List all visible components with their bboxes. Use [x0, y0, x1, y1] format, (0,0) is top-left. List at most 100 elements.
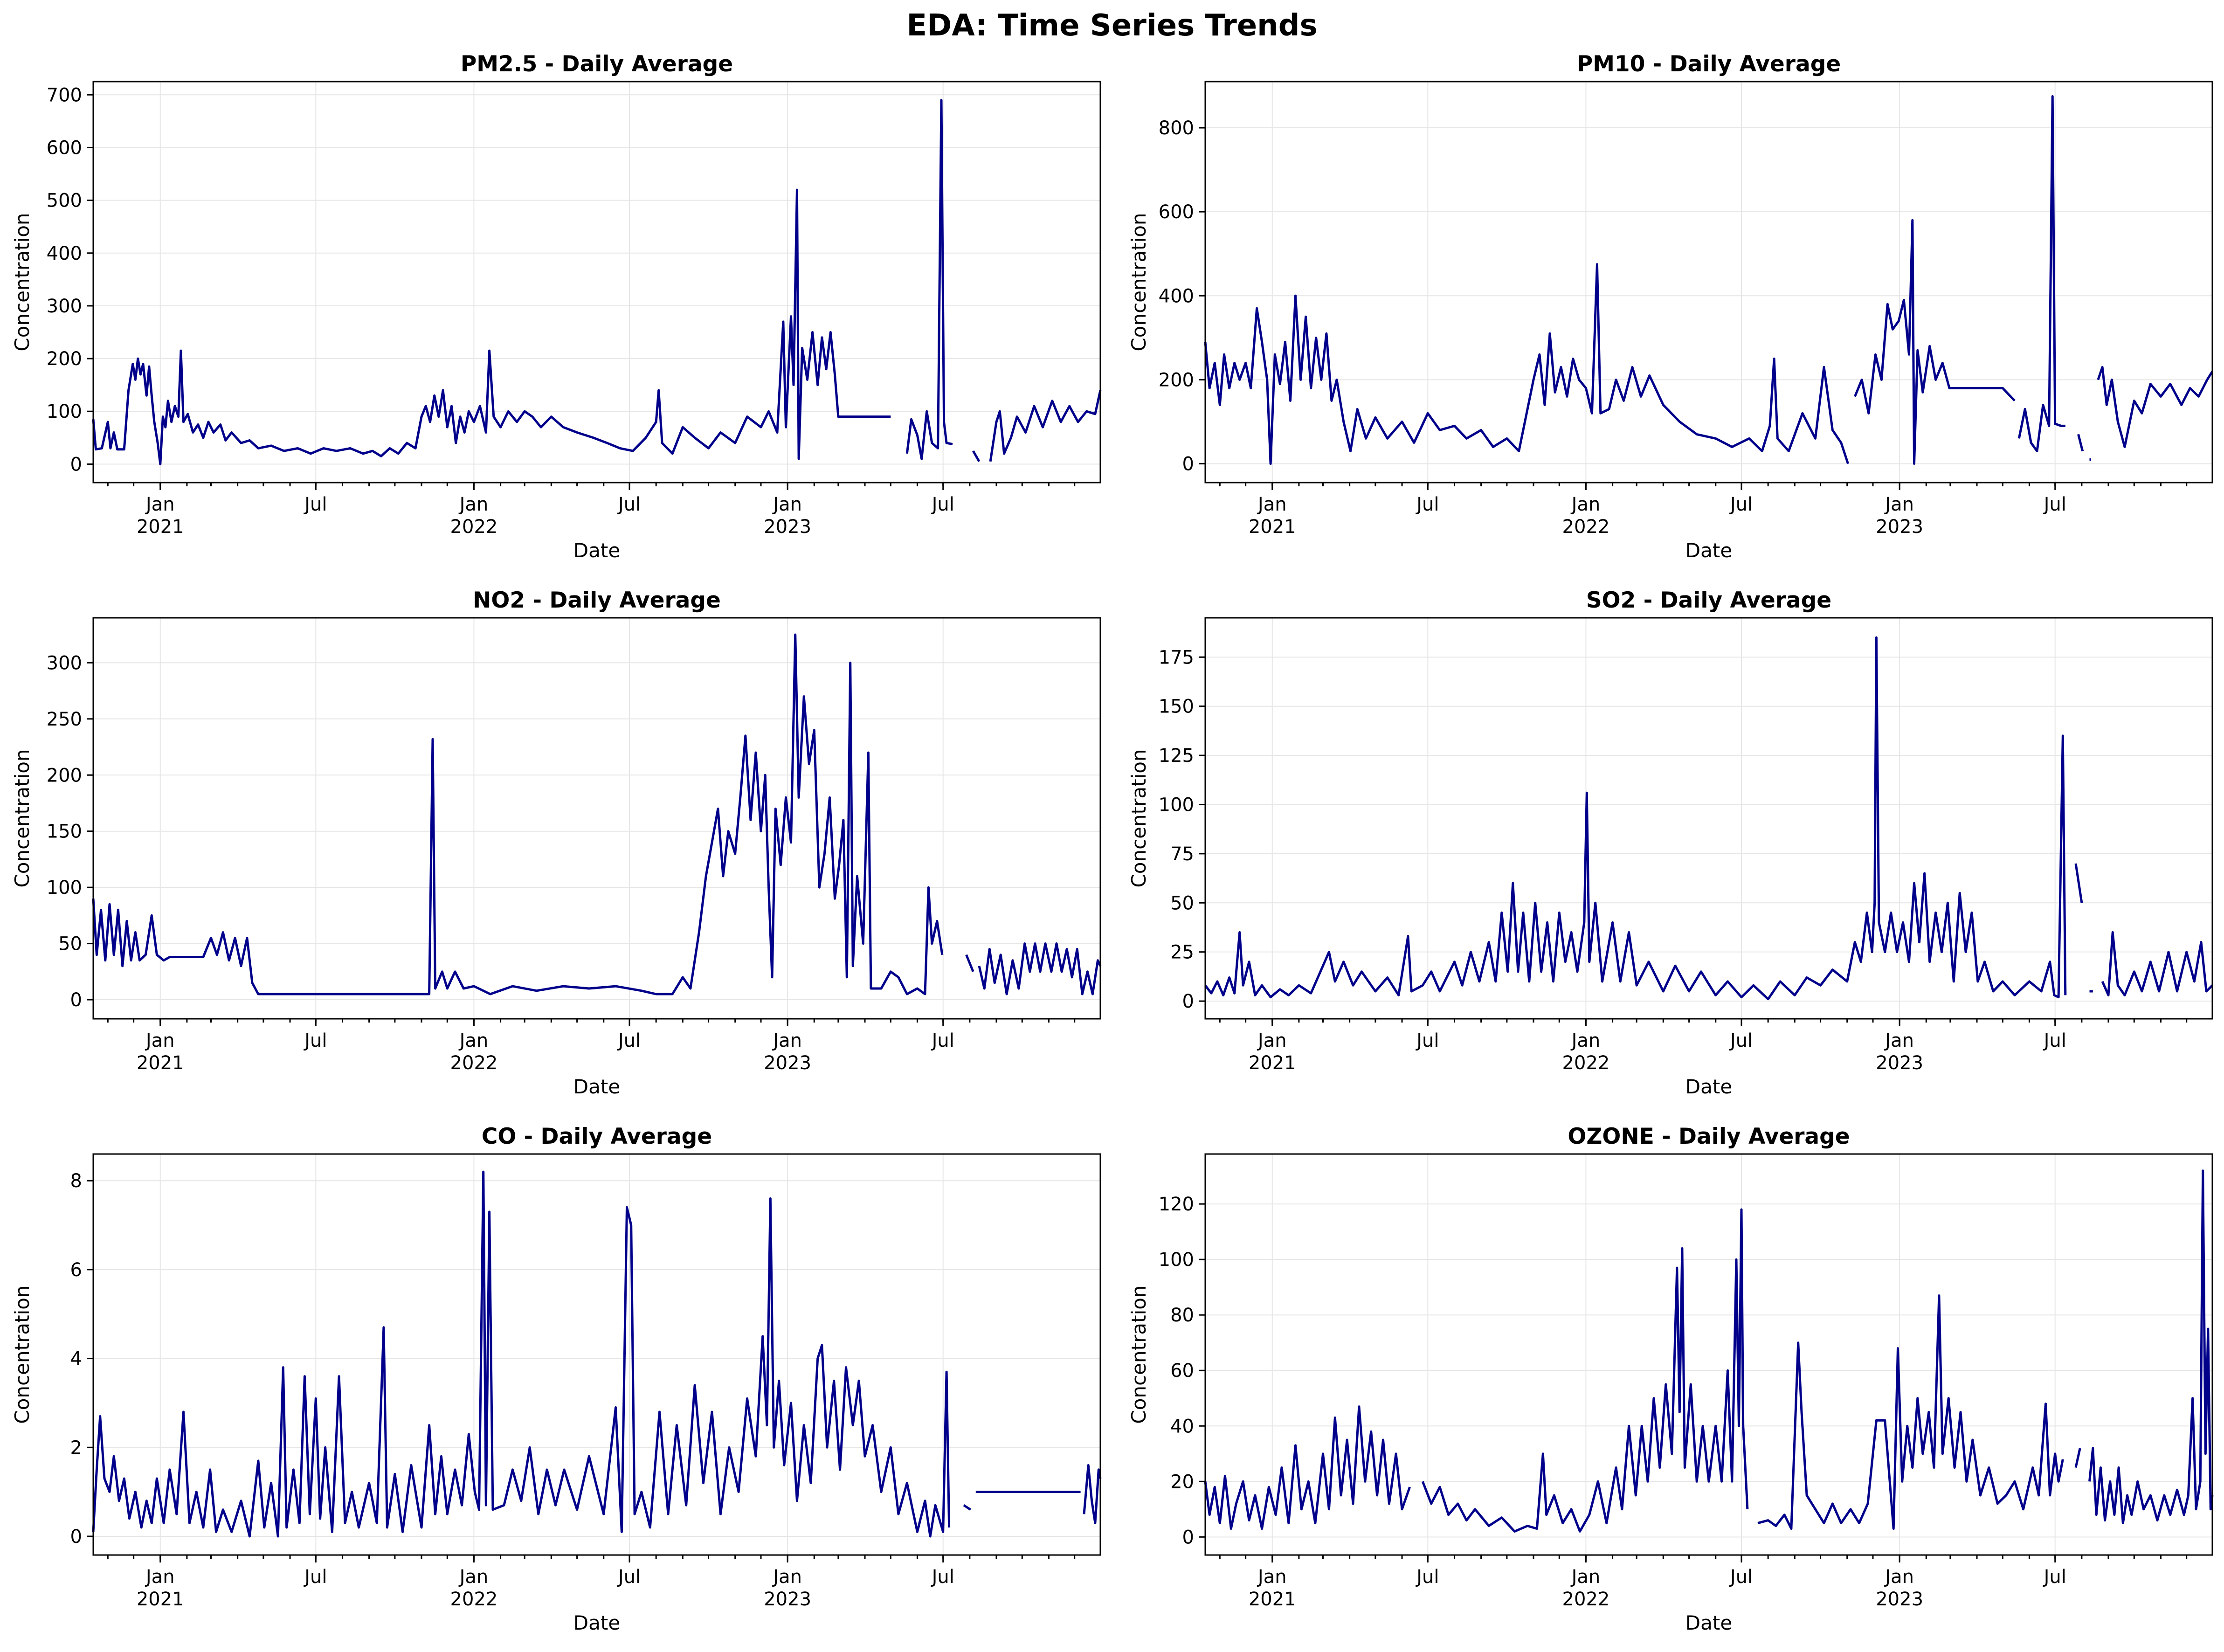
- y-tick-label: 40: [1170, 1416, 1194, 1437]
- x-tick-year-label: 2023: [1876, 1052, 1923, 1074]
- x-tick-label: Jan: [772, 494, 802, 515]
- series-line: [92, 1170, 951, 1538]
- plot-frame: [1204, 617, 2213, 1020]
- x-axis-label: Date: [1685, 539, 1732, 560]
- x-tick-label: Jan: [145, 1566, 175, 1588]
- series-line: [92, 633, 944, 995]
- series-line: [1204, 1405, 1411, 1530]
- series-line: [2074, 1448, 2081, 1468]
- x-tick-year-label: 2023: [764, 516, 811, 538]
- plot-frame: [1204, 1153, 2213, 1556]
- chart-panel-so2: SO2 - Daily Average 0 25 50 75 100 125 150 175 Ja…: [1127, 588, 2213, 1096]
- x-tick-label: Jul: [617, 1566, 641, 1588]
- x-tick-year-label: 2023: [764, 1589, 811, 1610]
- series-line: [1204, 636, 2067, 1001]
- plot-frame: [92, 1153, 1101, 1556]
- x-tick-label: Jul: [1415, 1030, 1439, 1051]
- series-line: [905, 99, 953, 460]
- series-line: [2017, 95, 2065, 452]
- series-line: [1421, 1208, 1749, 1533]
- chart-title: PM2.5 - Daily Average: [461, 51, 733, 77]
- chart-panel-pm25: PM2.5 - Daily Average 0 100 200 300 400 500 600…: [11, 51, 1102, 560]
- x-tick-label: Jan: [1884, 494, 1914, 515]
- y-tick-label: 125: [1159, 745, 1194, 767]
- y-tick-label: 4: [70, 1348, 82, 1370]
- x-tick-label: Jan: [458, 1566, 489, 1588]
- y-tick-label: 0: [70, 1526, 82, 1548]
- x-tick-label: Jul: [303, 1030, 327, 1051]
- y-axis-label: Concentration: [11, 213, 34, 351]
- x-tick-label: Jan: [1570, 1566, 1601, 1588]
- chart-panel-no2: NO2 - Daily Average 0 50 100 150 200 250 300 Jan…: [11, 588, 1102, 1096]
- y-tick-label: 800: [1159, 118, 1194, 139]
- y-tick-label: 200: [1159, 369, 1194, 391]
- x-tick-label: Jul: [303, 1566, 327, 1588]
- y-tick-label: 700: [47, 84, 82, 106]
- x-tick-label: Jul: [931, 1030, 954, 1051]
- y-tick-label: 200: [47, 765, 82, 786]
- chart-panel-pm10: PM10 - Daily Average0200400600800Jan2021…: [1127, 51, 2214, 560]
- x-tick-year-label: 2021: [1249, 516, 1296, 538]
- x-tick-year-label: 2023: [1876, 516, 1923, 538]
- x-axis-label: Date: [573, 539, 620, 560]
- x-tick-label: Jan: [1257, 1566, 1287, 1588]
- plot-frame: [92, 81, 1101, 484]
- chart-title: SO2 - Daily Average: [1586, 588, 1831, 613]
- y-tick-label: 100: [47, 401, 82, 422]
- series-line: [978, 942, 1102, 995]
- y-tick-label: 0: [1182, 991, 1194, 1012]
- y-axis-label: Concentration: [1127, 749, 1150, 887]
- y-tick-label: 500: [47, 190, 82, 212]
- x-tick-label: Jul: [1729, 1030, 1753, 1051]
- x-tick-label: Jan: [1257, 1030, 1287, 1051]
- x-tick-year-label: 2021: [137, 1052, 184, 1074]
- x-tick-year-label: 2021: [137, 1589, 184, 1610]
- y-tick-label: 100: [1159, 794, 1194, 816]
- series-line: [2097, 366, 2214, 448]
- x-tick-label: Jan: [1570, 494, 1601, 515]
- x-axis-label: Date: [573, 1075, 620, 1096]
- x-tick-label: Jan: [458, 494, 489, 515]
- series-line: [2077, 434, 2084, 452]
- y-tick-label: 60: [1170, 1360, 1194, 1382]
- x-tick-label: Jul: [617, 1030, 641, 1051]
- chart-title: OZONE - Daily Average: [1568, 1124, 1850, 1149]
- x-tick-label: Jul: [1415, 494, 1439, 515]
- series-line: [92, 188, 891, 465]
- x-axis-label: Date: [1685, 1611, 1732, 1632]
- y-axis-label: Concentration: [11, 749, 34, 887]
- x-tick-year-label: 2022: [450, 1052, 498, 1074]
- y-tick-label: 200: [47, 348, 82, 370]
- chart-panel-ozone: OZONE - Daily Average020406080100120Jan2…: [1127, 1124, 2214, 1632]
- x-tick-year-label: 2022: [450, 516, 498, 538]
- series-line: [1853, 219, 2016, 465]
- y-tick-label: 0: [1182, 1527, 1194, 1548]
- series-line: [1204, 263, 1849, 465]
- y-tick-label: 80: [1170, 1305, 1194, 1326]
- x-tick-label: Jul: [617, 494, 641, 515]
- y-tick-label: 300: [47, 652, 82, 674]
- x-tick-label: Jan: [772, 1030, 802, 1051]
- x-tick-label: Jan: [145, 1030, 175, 1051]
- y-axis-label: Concentration: [1127, 213, 1150, 351]
- x-tick-label: Jul: [2043, 1566, 2066, 1588]
- x-axis-label: Date: [573, 1611, 620, 1632]
- y-tick-label: 0: [1182, 453, 1194, 475]
- x-tick-year-label: 2021: [137, 516, 184, 538]
- y-tick-label: 0: [70, 454, 82, 475]
- x-tick-year-label: 2021: [1249, 1052, 1296, 1074]
- chart-title: PM10 - Daily Average: [1577, 51, 1841, 77]
- x-tick-label: Jan: [1884, 1566, 1914, 1588]
- x-tick-label: Jan: [1570, 1030, 1601, 1051]
- x-tick-year-label: 2023: [764, 1052, 811, 1074]
- y-tick-label: 400: [47, 243, 82, 264]
- y-tick-label: 600: [1159, 201, 1194, 223]
- y-tick-label: 25: [1170, 942, 1194, 963]
- series-line: [2101, 931, 2213, 996]
- x-tick-label: Jan: [1884, 1030, 1914, 1051]
- x-tick-label: Jul: [2043, 494, 2066, 515]
- x-tick-label: Jul: [303, 494, 327, 515]
- y-tick-label: 600: [47, 137, 82, 159]
- x-axis-label: Date: [1685, 1075, 1732, 1096]
